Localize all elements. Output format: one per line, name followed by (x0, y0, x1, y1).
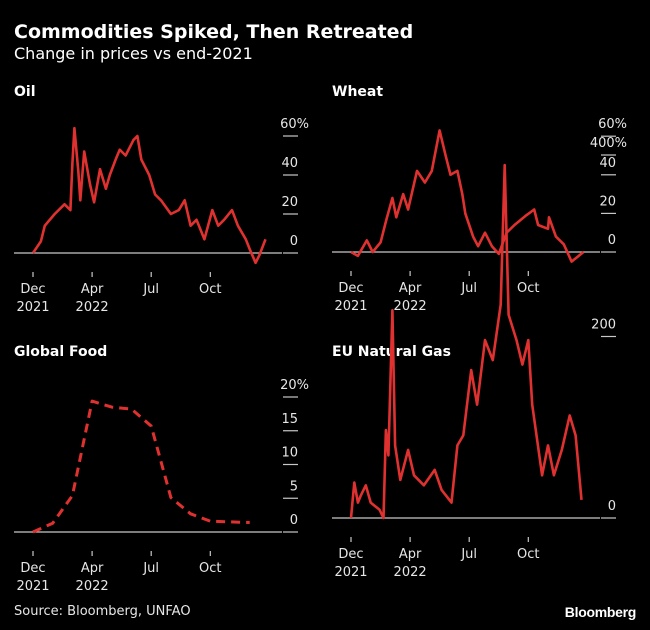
y-tick-label: 0 (608, 499, 616, 514)
x-tick-label: Jul (460, 547, 477, 562)
x-tick-label: Apr (81, 561, 104, 576)
x-tick-label: Apr (399, 281, 422, 296)
x-tick-label: Apr (399, 547, 422, 562)
x-tick-label: Dec (20, 561, 45, 576)
x-tick-label: Oct (199, 282, 221, 297)
x-tick-label: Apr (81, 282, 104, 297)
y-tick-label: 60% (280, 117, 309, 132)
y-tick-label: 400% (590, 136, 627, 151)
panel-global-food: Global Food 0 5 10 15 20% Dec 2021 Apr 2022 Jul Oct (14, 344, 309, 594)
x-tick-label: Oct (517, 547, 539, 562)
x-tick-label: Jul (142, 282, 159, 297)
panel-title: Wheat (332, 84, 383, 100)
y-tick-label: 200 (591, 318, 616, 333)
x-tick-label: Jul (460, 281, 477, 296)
x-tick-label: Oct (199, 561, 221, 576)
y-tick-label: 40 (599, 156, 616, 171)
x-tick-year-label: 2022 (394, 565, 427, 580)
y-tick-label: 20 (599, 194, 616, 209)
y-tick-label: 0 (290, 513, 298, 528)
y-tick-label: 0 (608, 233, 616, 248)
x-tick-year-label: 2021 (16, 579, 49, 594)
bloomberg-logo: Bloomberg (565, 604, 636, 620)
series-line-eu-natural-gas (349, 163, 583, 520)
x-tick-year-label: 2022 (76, 300, 109, 315)
x-tick-label: Dec (338, 281, 363, 296)
x-tick-label: Dec (20, 282, 45, 297)
panel-oil: Oil 0 20 40 60% Dec 2021 Apr 2022 Jul Oct (14, 84, 309, 315)
chart-title: Commodities Spiked, Then Retreated (14, 21, 413, 43)
y-tick-label: 20% (280, 378, 309, 393)
x-tick-label: Oct (517, 281, 539, 296)
y-tick-label: 60% (598, 117, 627, 132)
x-tick-year-label: 2022 (76, 579, 109, 594)
x-tick-year-label: 2022 (394, 299, 427, 314)
panel-title: Oil (14, 84, 36, 100)
y-tick-label: 10 (281, 446, 298, 461)
y-tick-label: 0 (290, 234, 298, 249)
source-note: Source: Bloomberg, UNFAO (14, 604, 191, 619)
series-line-global-food (32, 399, 250, 534)
y-tick-label: 5 (290, 479, 298, 494)
series-line-oil (31, 126, 267, 265)
panel-title: Global Food (14, 344, 107, 360)
x-tick-year-label: 2021 (16, 300, 49, 315)
x-tick-label: Jul (142, 561, 159, 576)
y-tick-label: 15 (281, 412, 298, 427)
panel-wheat: Wheat 0 20 40 60% Dec 2021 Apr 2022 Jul Oct (332, 84, 627, 314)
series-line-wheat (350, 129, 585, 263)
chart-subtitle: Change in prices vs end-2021 (14, 44, 253, 63)
y-tick-label: 20 (281, 195, 298, 210)
y-tick-label: 40 (281, 156, 298, 171)
x-tick-label: Dec (338, 547, 363, 562)
x-tick-year-label: 2021 (334, 565, 367, 580)
x-tick-year-label: 2021 (334, 299, 367, 314)
